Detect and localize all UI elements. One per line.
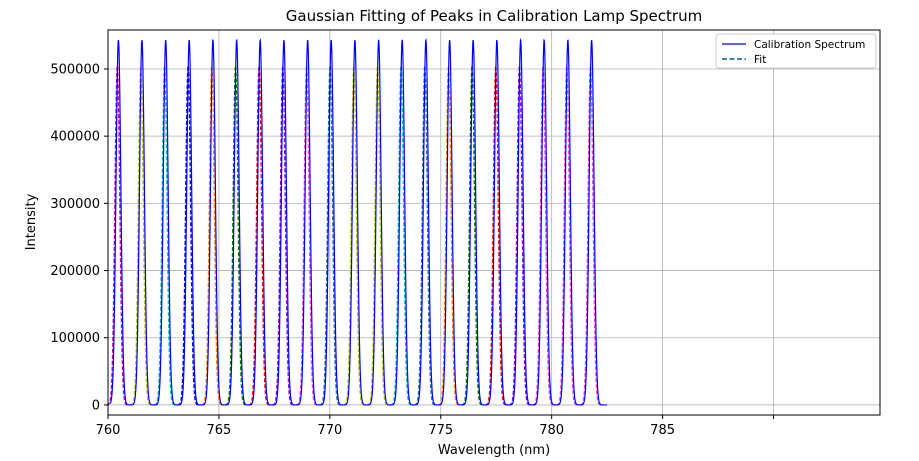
x-axis: 760 765 770 775 780 785	[96, 415, 775, 438]
fit-curve	[177, 65, 199, 406]
fit-curve	[272, 65, 294, 406]
fit-curve	[390, 65, 412, 406]
fit-curve	[319, 65, 341, 406]
x-tick-label: 775	[428, 423, 453, 438]
fit-curve	[248, 65, 270, 406]
y-tick-label: 500000	[50, 62, 100, 77]
x-tick-label: 760	[96, 423, 121, 438]
x-axis-label: Wavelength (nm)	[438, 443, 550, 458]
y-tick-label: 200000	[50, 264, 100, 279]
fit-curve	[106, 65, 129, 406]
fit-curve	[343, 65, 365, 406]
fit-curve	[224, 65, 247, 406]
x-tick-label: 785	[650, 423, 675, 438]
plot-area	[106, 37, 608, 406]
legend-box	[715, 33, 877, 69]
fit-curve	[414, 65, 436, 406]
fit-curve	[295, 65, 318, 406]
y-axis-label: Intensity	[24, 193, 39, 250]
y-tick-label: 400000	[50, 130, 100, 145]
legend: Calibration Spectrum Fit	[715, 33, 877, 69]
fit-curve	[461, 65, 483, 406]
fit-curve	[366, 65, 389, 406]
legend-label-spectrum: Calibration Spectrum	[754, 39, 865, 51]
fit-curve	[437, 65, 460, 406]
fit-curve	[153, 65, 176, 406]
x-tick-label: 780	[539, 423, 564, 438]
y-tick-label: 0	[92, 398, 100, 413]
fit-curve	[579, 65, 602, 406]
y-tick-label: 100000	[50, 331, 100, 346]
legend-label-fit: Fit	[754, 54, 766, 66]
x-tick-label: 765	[207, 423, 232, 438]
y-axis: 0 100000 200000 300000 400000 500000	[50, 62, 108, 413]
plot-frame	[107, 29, 881, 416]
fit-curve	[485, 65, 507, 406]
fit-curve	[532, 65, 554, 406]
fit-curve	[556, 65, 578, 406]
y-tick-label: 300000	[50, 197, 100, 212]
x-tick-label: 770	[317, 423, 342, 438]
fit-curve	[201, 65, 223, 406]
chart-title: Gaussian Fitting of Peaks in Calibration…	[286, 7, 702, 25]
fit-curve	[508, 65, 531, 406]
spectrum-line	[109, 37, 608, 406]
fit-curve	[130, 65, 152, 406]
